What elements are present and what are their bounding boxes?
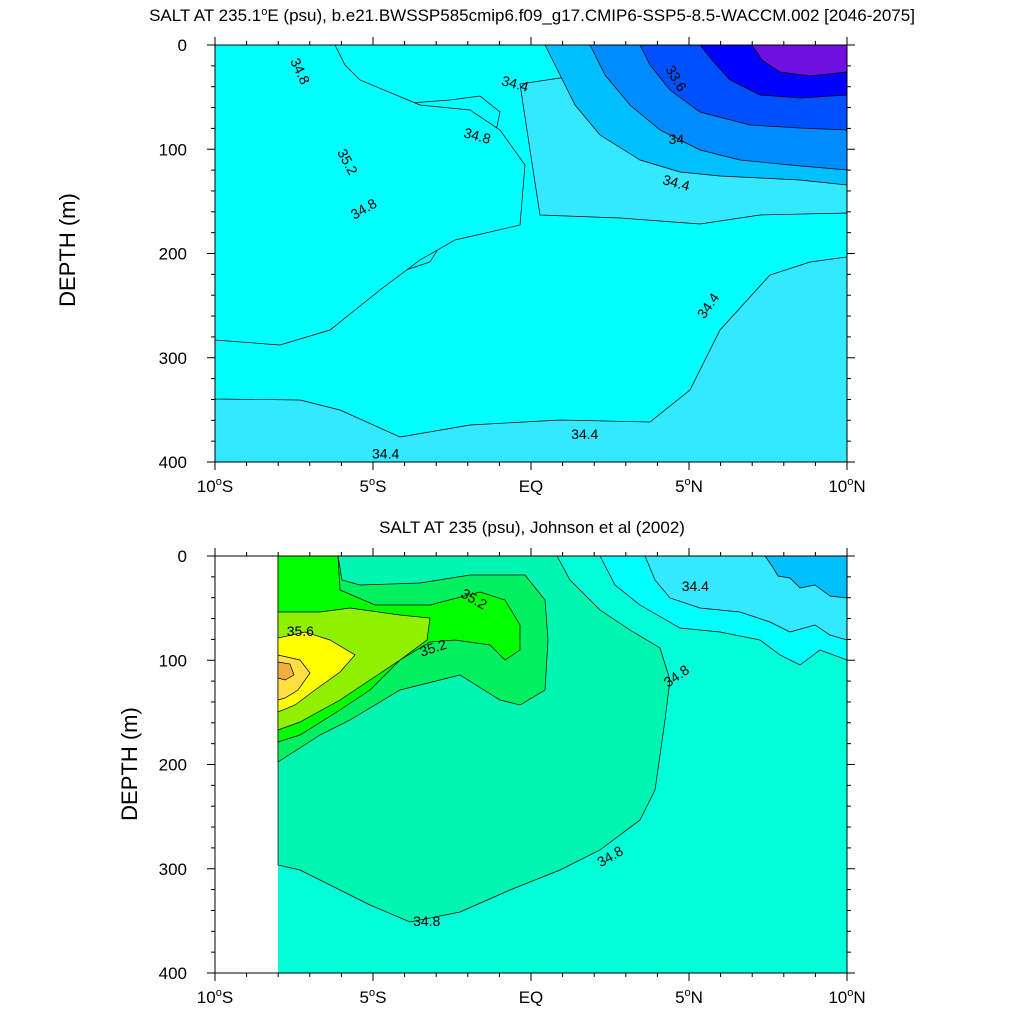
y-tick-label: 400 [159, 964, 187, 983]
panel-title: SALT AT 235.1oE (psu), b.e21.BWSSP585cmi… [149, 6, 915, 25]
y-axis-label: DEPTH (m) [55, 193, 80, 307]
x-tick-label: EQ [519, 988, 544, 1007]
x-tick-label: 10oN [828, 476, 865, 496]
y-tick-label: 100 [159, 140, 187, 159]
contour-label: 34.4 [682, 578, 709, 594]
y-tick-label: 0 [178, 36, 187, 55]
salinity-region-34.8-inner [214, 44, 526, 346]
contour-label: 34.4 [571, 426, 598, 442]
y-tick-label: 200 [159, 245, 187, 264]
y-tick-label: 100 [159, 651, 187, 670]
x-tick-label: 5oS [360, 476, 387, 496]
contour-label: 34.8 [462, 124, 493, 147]
panel-observations: SALT AT 235 (psu), Johnson et al (2002) … [117, 518, 866, 1007]
contour-label: 34.4 [661, 171, 692, 194]
x-tick-label: 5oN [675, 987, 703, 1007]
y-tick-label: 0 [178, 547, 187, 566]
contour-label: 34.4 [372, 446, 399, 462]
plot-area: 34.435.235.635.234.834.834.8 [214, 555, 848, 974]
contour-label: 34 [669, 131, 685, 147]
x-tick-label: 10oS [197, 476, 233, 496]
y-axis-label: DEPTH (m) [117, 707, 142, 821]
y-tick-label: 400 [159, 453, 187, 472]
contour-label: 34.8 [413, 913, 440, 929]
y-tick-label: 300 [159, 860, 187, 879]
x-tick-label: 5oN [675, 476, 703, 496]
contour-label: 35.6 [287, 623, 314, 639]
salinity-region-36.0 [277, 661, 295, 681]
salinity-region-35.6 [277, 631, 356, 713]
x-tick-label: EQ [519, 477, 544, 496]
axes: 10oS 5oS EQ 5oN 10oN 0 100 200 300 400 [159, 547, 866, 1007]
panel-title: SALT AT 235 (psu), Johnson et al (2002) [379, 518, 685, 537]
plot-area: 34.8 34.4 33.634.835.23434.434.834.434.434… [214, 44, 848, 463]
x-tick-label: 5oS [360, 987, 387, 1007]
panel-model: SALT AT 235.1oE (psu), b.e21.BWSSP585cmi… [55, 6, 915, 496]
axes: 10oS 5oS EQ 5oN 10oN 0 100 200 300 400 [159, 36, 866, 496]
y-tick-label: 200 [159, 756, 187, 775]
y-tick-label: 300 [159, 349, 187, 368]
x-tick-label: 10oN [828, 987, 865, 1007]
contour-label: 34.4 [500, 72, 531, 95]
x-tick-label: 10oS [197, 987, 233, 1007]
